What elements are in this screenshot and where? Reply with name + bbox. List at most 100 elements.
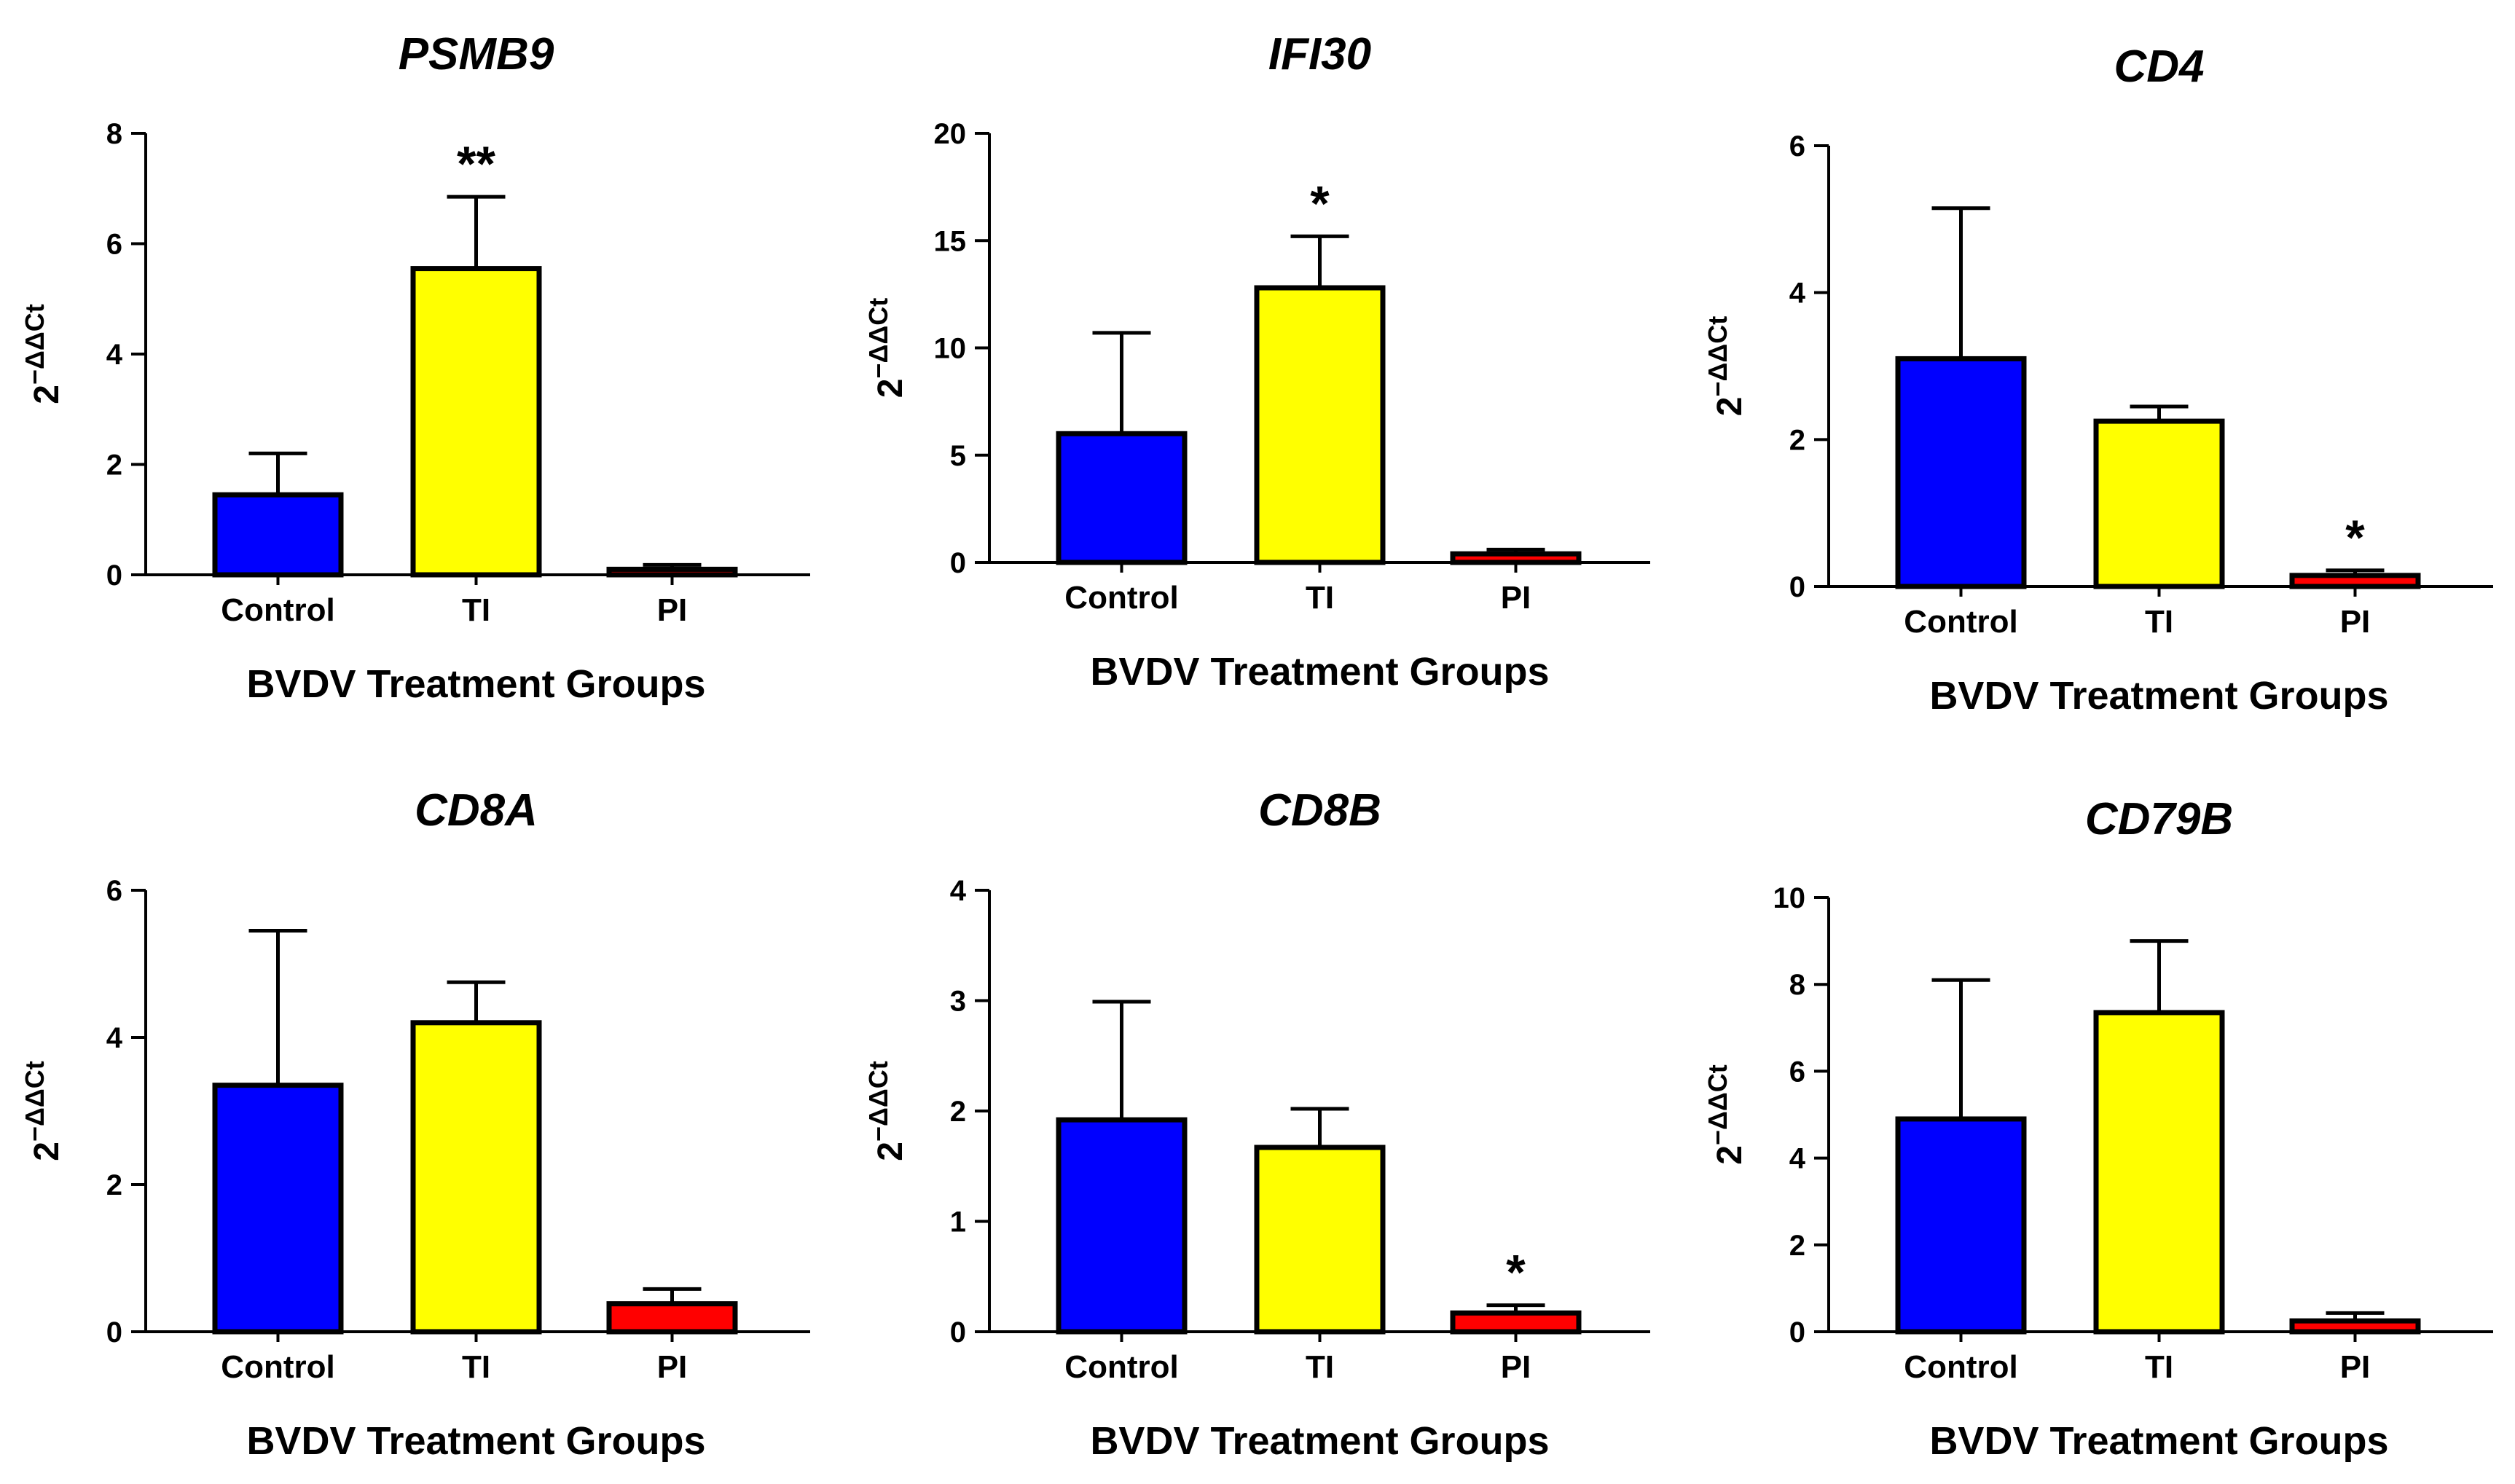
chart-title: PSMB9: [399, 29, 554, 79]
y-tick-label: 8: [1789, 969, 1805, 1001]
y-tick-label: 2: [106, 1169, 122, 1201]
y-axis-label-base: 2: [28, 385, 66, 404]
x-axis-label: BVDV Treatment Groups: [1090, 650, 1549, 694]
bar-pi: [1450, 1310, 1582, 1335]
x-axis-label: BVDV Treatment Groups: [1090, 1419, 1549, 1463]
chart-title: CD4: [2114, 42, 2204, 92]
y-tick-label: 2: [106, 449, 122, 482]
y-axis-label-base: 2: [1711, 397, 1749, 417]
bar-pi: [2289, 1318, 2421, 1335]
y-tick-label: 0: [106, 560, 122, 592]
bar-ti: [410, 1020, 542, 1335]
y-tick-label: 4: [1789, 1143, 1806, 1175]
x-axis-label: BVDV Treatment Groups: [1929, 674, 2388, 718]
y-axis-label-exponent: −ΔΔCt: [1703, 1064, 1733, 1145]
chart-panel-ifi30: IFI30 Control * TI PI 0 5 10 15 20 2−ΔΔCt BVDV Trea…: [863, 29, 1650, 694]
x-axis-label: BVDV Treatment Groups: [246, 662, 705, 706]
y-tick-label: 4: [1789, 278, 1806, 310]
y-tick-label: 0: [1789, 1316, 1805, 1348]
bar-pi: [606, 1301, 738, 1335]
significance-marker: *: [1310, 176, 1330, 231]
y-tick-label: 0: [106, 1316, 122, 1348]
category-label: PI: [2340, 1349, 2371, 1385]
category-label: PI: [1501, 580, 1531, 616]
bar-ti: [1254, 1145, 1386, 1335]
bar-control: [1056, 431, 1188, 565]
x-axis-label: BVDV Treatment Groups: [246, 1419, 705, 1463]
y-axis-label-base: 2: [871, 1142, 910, 1161]
y-tick-label: 5: [950, 440, 966, 472]
y-axis-label: 2−ΔΔCt: [1703, 316, 1749, 416]
y-axis-label-exponent: −ΔΔCt: [1703, 316, 1733, 397]
y-tick-label: 0: [1789, 571, 1805, 603]
bar-control: [212, 1083, 344, 1335]
category-label: PI: [2340, 604, 2371, 640]
y-axis-label-base: 2: [28, 1142, 66, 1161]
y-axis-label-exponent: −ΔΔCt: [863, 298, 893, 379]
category-label: PI: [657, 592, 688, 628]
bar-control: [1895, 356, 2027, 589]
category-label: Control: [1904, 1349, 2017, 1385]
chart-title: IFI30: [1268, 29, 1371, 79]
y-axis-label: 2−ΔΔCt: [863, 298, 910, 398]
y-tick-label: 20: [934, 118, 967, 150]
y-axis-label-exponent: −ΔΔCt: [20, 1061, 50, 1142]
category-label: TI: [1306, 1349, 1334, 1385]
significance-marker: **: [457, 136, 495, 192]
category-label: Control: [1064, 580, 1178, 616]
y-tick-label: 0: [950, 1316, 966, 1348]
y-axis-label: 2−ΔΔCt: [1703, 1064, 1749, 1164]
chart-title: CD79B: [2085, 794, 2233, 844]
significance-marker: *: [2345, 510, 2365, 565]
category-label: TI: [2145, 1349, 2173, 1385]
y-tick-label: 8: [106, 118, 122, 150]
category-label: Control: [221, 1349, 334, 1385]
y-axis-label: 2−ΔΔCt: [863, 1061, 910, 1161]
y-axis-label-base: 2: [1711, 1145, 1749, 1165]
y-tick-label: 10: [1773, 882, 1806, 914]
y-tick-label: 2: [950, 1096, 966, 1128]
category-label: PI: [1501, 1349, 1531, 1385]
bar-pi: [2289, 573, 2421, 589]
bar-control: [1895, 1116, 2027, 1335]
y-tick-label: 15: [934, 225, 967, 257]
bar-ti: [1254, 285, 1386, 565]
category-label: Control: [1064, 1349, 1178, 1385]
bar-ti: [410, 266, 542, 578]
y-tick-label: 4: [950, 875, 967, 907]
y-tick-label: 2: [1789, 1230, 1805, 1262]
y-tick-label: 6: [106, 229, 122, 261]
y-tick-label: 0: [950, 547, 966, 579]
bar-ti: [2093, 418, 2225, 589]
category-label: TI: [2145, 604, 2173, 640]
x-axis-label: BVDV Treatment Groups: [1929, 1419, 2388, 1463]
category-label: TI: [462, 592, 490, 628]
y-tick-label: 3: [950, 986, 966, 1018]
category-label: Control: [221, 592, 334, 628]
y-tick-label: 6: [1789, 130, 1805, 162]
y-axis-label-exponent: −ΔΔCt: [863, 1061, 893, 1142]
category-label: TI: [462, 1349, 490, 1385]
significance-marker: *: [1506, 1245, 1526, 1300]
category-label: PI: [657, 1349, 688, 1385]
y-tick-label: 6: [106, 875, 122, 907]
category-label: Control: [1904, 604, 2017, 640]
category-label: TI: [1306, 580, 1334, 616]
y-axis-label-exponent: −ΔΔCt: [20, 304, 50, 385]
y-tick-label: 6: [1789, 1056, 1805, 1088]
bar-ti: [2093, 1010, 2225, 1335]
y-tick-label: 10: [934, 333, 967, 365]
y-axis-label: 2−ΔΔCt: [20, 1061, 66, 1161]
chart-title: CD8A: [415, 785, 538, 836]
y-tick-label: 4: [106, 339, 123, 371]
chart-panel-cd4: CD4 Control TI * PI 0 2 4 6 2−ΔΔCt BVDV Treatment …: [1703, 42, 2493, 718]
bar-control: [1056, 1117, 1188, 1335]
y-tick-label: 1: [950, 1206, 966, 1238]
y-axis-label-base: 2: [871, 379, 910, 399]
y-tick-label: 4: [106, 1022, 123, 1054]
